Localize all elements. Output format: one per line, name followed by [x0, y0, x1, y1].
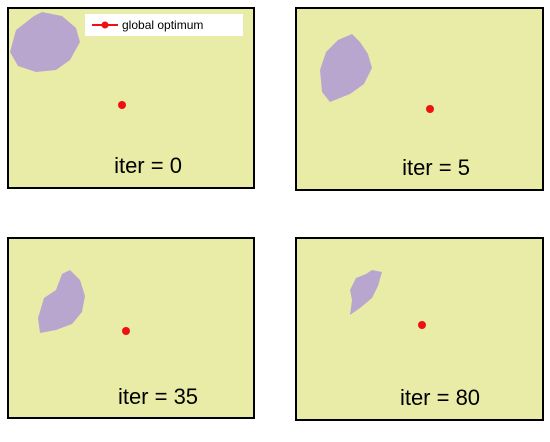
panel-label: iter = 35: [118, 384, 198, 409]
panel-label: iter = 0: [114, 153, 182, 178]
optimum-dot: [426, 105, 434, 113]
optimum-dot: [418, 321, 426, 329]
optimum-dot: [122, 327, 130, 335]
population-blob: [38, 270, 85, 333]
panel-label: iter = 5: [402, 155, 470, 180]
panel-label: iter = 80: [400, 385, 480, 410]
optimum-dot: [118, 101, 126, 109]
legend-dot: [101, 21, 109, 29]
population-blob: [320, 34, 372, 102]
panel: [295, 237, 544, 421]
legend-box: [85, 14, 243, 36]
population-blob: [350, 270, 382, 315]
population-blob: [10, 12, 80, 72]
legend-label: global optimum: [122, 18, 203, 32]
